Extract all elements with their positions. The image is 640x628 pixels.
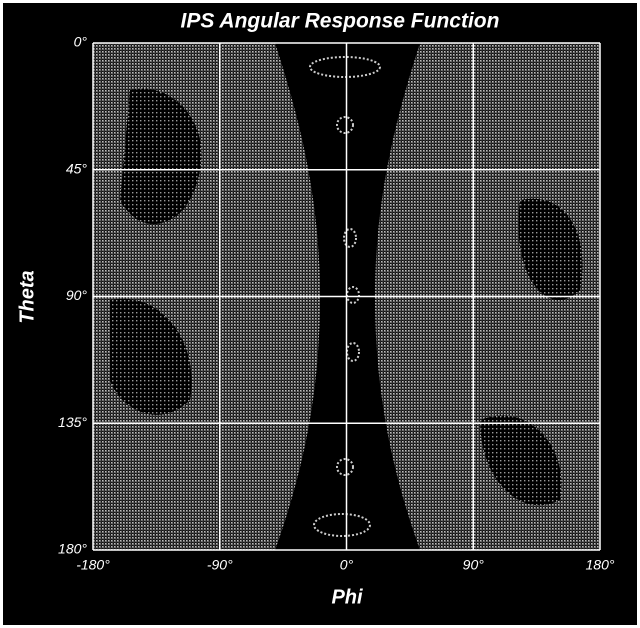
x-tick-label: -180°: [76, 557, 110, 573]
x-tick-label: 0°: [340, 557, 354, 573]
y-tick-label: 0°: [74, 34, 88, 50]
x-tick-label: 90°: [463, 557, 485, 573]
x-axis-label: Phi: [331, 586, 363, 608]
x-tick-label: -90°: [207, 557, 233, 573]
x-tick-label: 180°: [586, 557, 615, 573]
y-tick-label: 90°: [66, 287, 88, 303]
y-tick-label: 135°: [58, 414, 87, 430]
y-tick-label: 180°: [58, 541, 87, 557]
chart-title: IPS Angular Response Function: [181, 10, 500, 33]
y-tick-label: 45°: [66, 160, 88, 176]
y-axis-label: Theta: [16, 270, 38, 323]
